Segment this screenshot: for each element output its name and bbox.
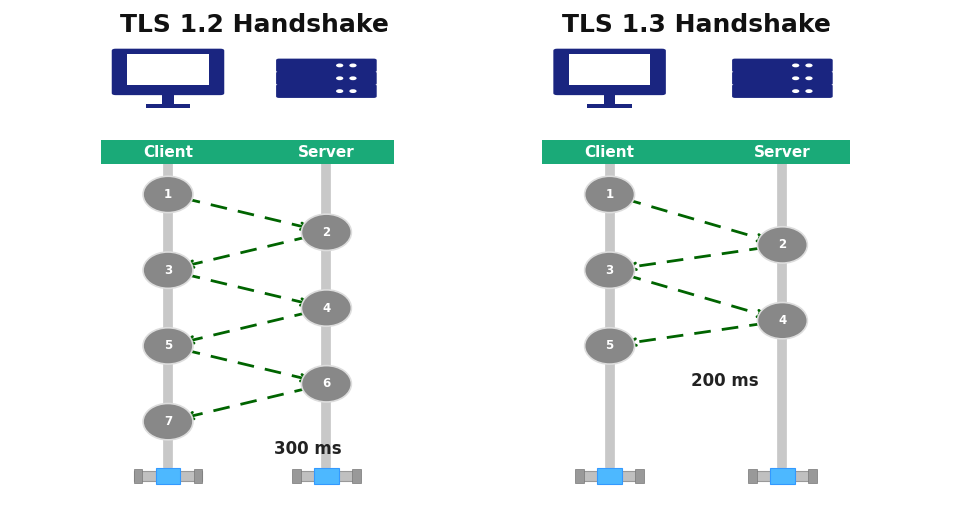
Text: TLS 1.2 Handshake: TLS 1.2 Handshake [120,13,389,37]
FancyBboxPatch shape [732,72,832,85]
Text: 1: 1 [164,188,172,201]
Text: 3: 3 [606,264,613,277]
Text: Client: Client [143,144,193,160]
Text: Client: Client [585,144,635,160]
FancyBboxPatch shape [588,104,632,109]
FancyBboxPatch shape [749,471,816,481]
Circle shape [349,64,356,67]
Ellipse shape [301,366,351,402]
Ellipse shape [143,403,193,440]
FancyBboxPatch shape [146,104,190,109]
FancyBboxPatch shape [576,471,643,481]
Circle shape [792,76,800,80]
Text: 200 ms: 200 ms [691,372,758,390]
FancyBboxPatch shape [276,59,376,72]
Text: 3: 3 [164,264,172,277]
FancyBboxPatch shape [770,468,795,484]
Ellipse shape [585,176,635,213]
FancyBboxPatch shape [542,140,850,164]
Circle shape [336,89,344,93]
FancyBboxPatch shape [636,469,644,483]
FancyBboxPatch shape [276,72,376,85]
Text: 2: 2 [323,226,330,239]
Ellipse shape [585,252,635,288]
Text: 1: 1 [606,188,613,201]
FancyBboxPatch shape [194,469,203,483]
Circle shape [792,89,800,93]
Circle shape [336,76,344,80]
Ellipse shape [757,227,807,263]
Circle shape [805,64,812,67]
Text: 5: 5 [164,339,172,352]
Circle shape [805,76,812,80]
FancyBboxPatch shape [133,469,142,483]
FancyBboxPatch shape [748,469,756,483]
FancyBboxPatch shape [597,468,622,484]
FancyBboxPatch shape [127,54,209,85]
FancyBboxPatch shape [808,469,817,483]
Text: 4: 4 [323,301,330,315]
Circle shape [792,64,800,67]
Text: Server: Server [298,144,355,160]
FancyBboxPatch shape [553,48,666,95]
Text: Server: Server [754,144,811,160]
Ellipse shape [301,290,351,326]
Circle shape [349,76,356,80]
Text: 4: 4 [779,314,786,327]
FancyBboxPatch shape [292,469,300,483]
Text: 7: 7 [164,415,172,428]
FancyBboxPatch shape [156,468,180,484]
Ellipse shape [757,302,807,339]
FancyBboxPatch shape [276,84,376,98]
FancyBboxPatch shape [111,48,225,95]
Text: 5: 5 [606,339,613,352]
FancyBboxPatch shape [732,84,832,98]
FancyBboxPatch shape [568,54,651,85]
Ellipse shape [301,214,351,250]
FancyBboxPatch shape [604,93,615,104]
Circle shape [805,89,812,93]
Ellipse shape [143,176,193,213]
FancyBboxPatch shape [575,469,584,483]
FancyBboxPatch shape [352,469,361,483]
FancyBboxPatch shape [314,468,339,484]
FancyBboxPatch shape [162,93,174,104]
Ellipse shape [143,328,193,364]
Text: 300 ms: 300 ms [274,440,341,459]
Ellipse shape [585,328,635,364]
Ellipse shape [143,252,193,288]
FancyBboxPatch shape [293,471,360,481]
Circle shape [336,64,344,67]
FancyBboxPatch shape [732,59,832,72]
Text: TLS 1.3 Handshake: TLS 1.3 Handshake [562,13,830,37]
FancyBboxPatch shape [101,140,394,164]
FancyBboxPatch shape [134,471,202,481]
Text: 6: 6 [323,377,330,390]
Circle shape [349,89,356,93]
Text: 2: 2 [779,238,786,251]
